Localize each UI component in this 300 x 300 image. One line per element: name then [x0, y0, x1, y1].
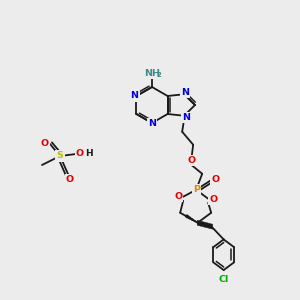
Text: N: N — [148, 119, 156, 128]
Text: P: P — [193, 185, 200, 194]
Text: O: O — [211, 175, 219, 184]
Text: N: N — [181, 88, 189, 97]
Text: O: O — [174, 192, 182, 201]
Text: Cl: Cl — [219, 274, 229, 284]
Text: O: O — [76, 149, 84, 158]
Text: 2: 2 — [157, 72, 161, 78]
Polygon shape — [197, 220, 213, 229]
Text: O: O — [187, 156, 195, 165]
Text: N: N — [182, 113, 190, 122]
Text: NH: NH — [144, 68, 160, 77]
Text: H: H — [85, 148, 93, 158]
Text: S: S — [57, 152, 63, 160]
Text: N: N — [130, 92, 138, 100]
Text: O: O — [209, 195, 217, 204]
Text: O: O — [66, 176, 74, 184]
Text: O: O — [41, 139, 49, 148]
